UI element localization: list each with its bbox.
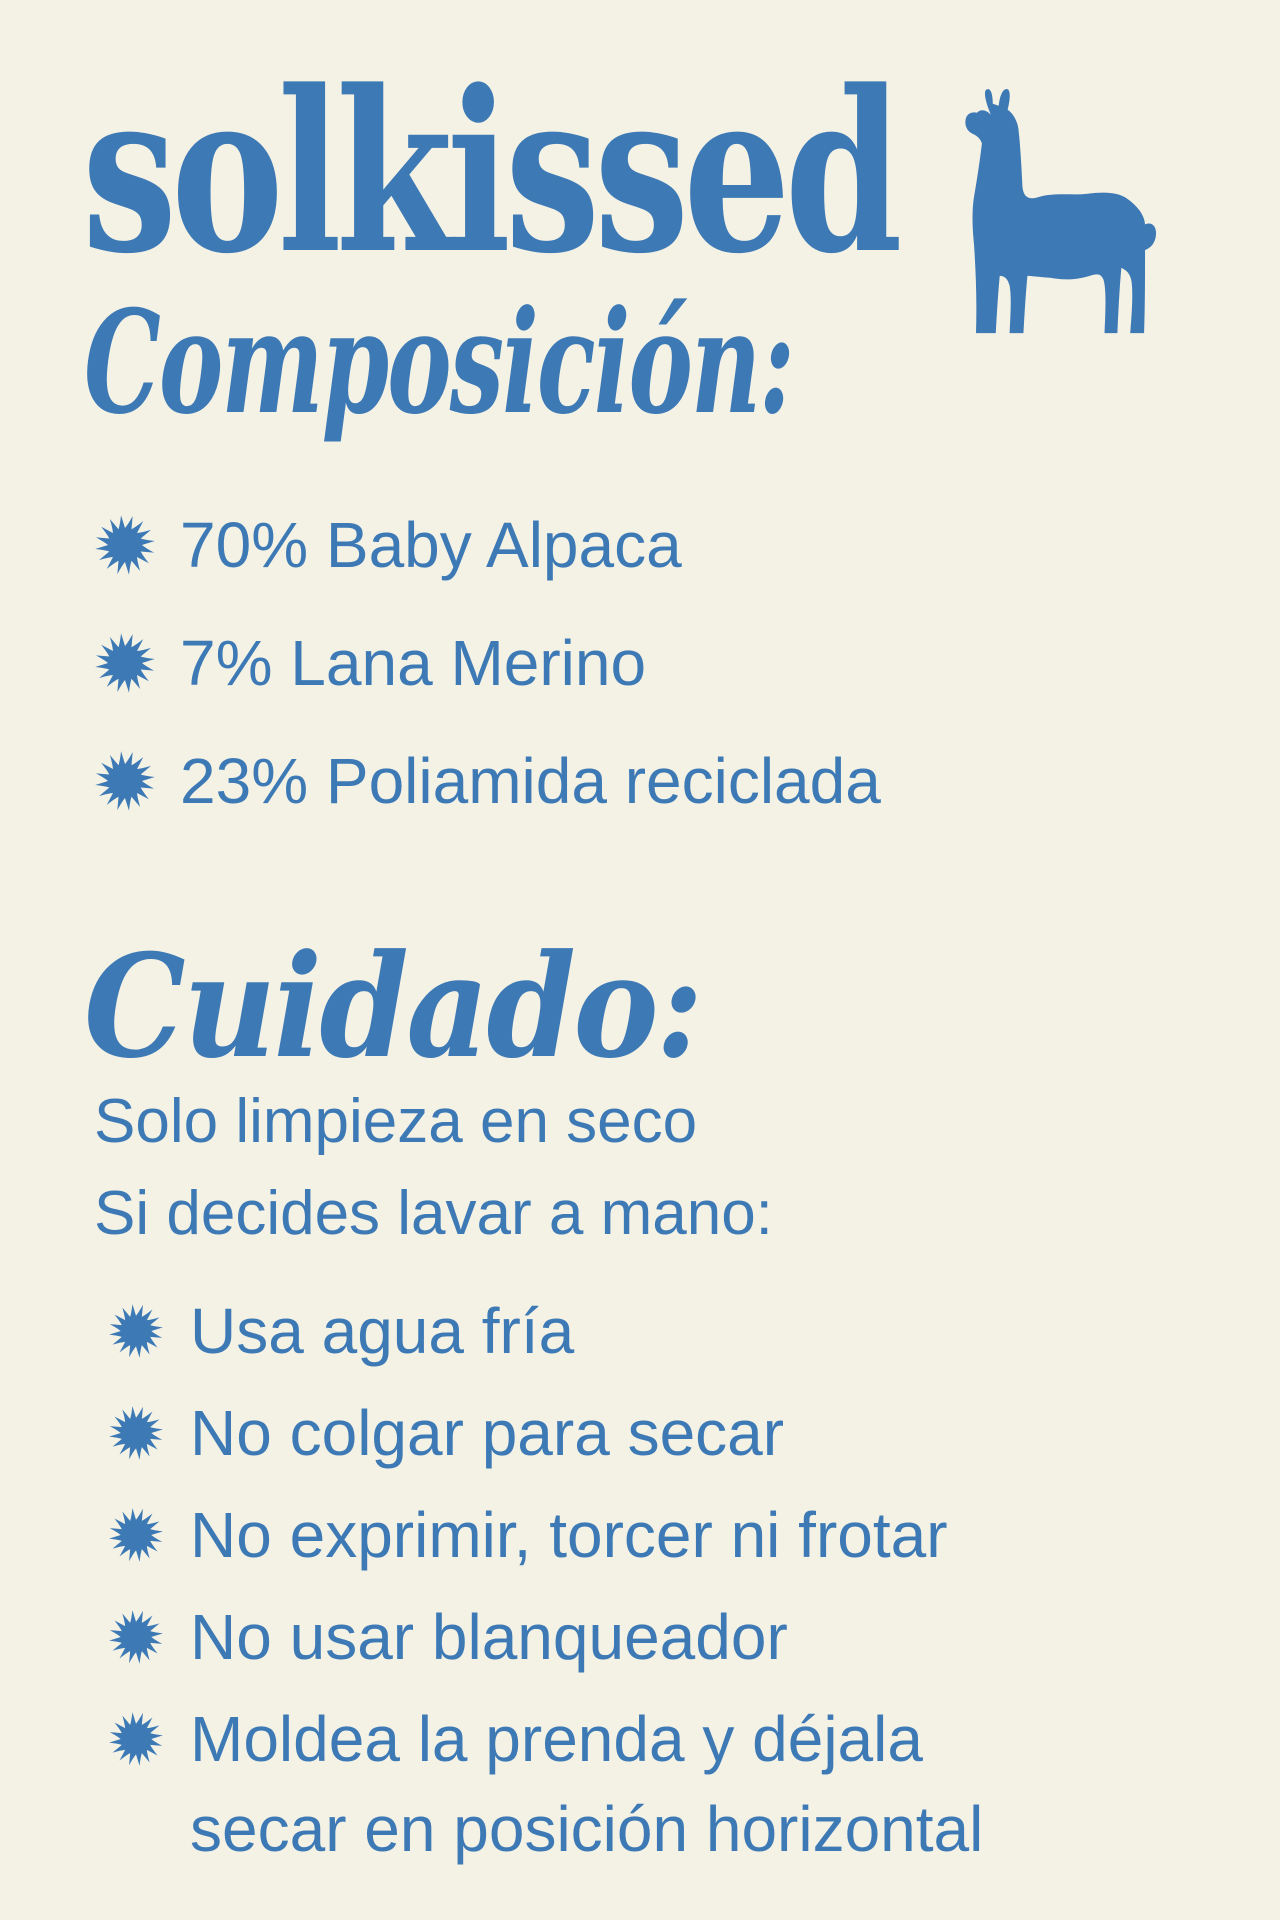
composition-heading: Composición: [84,280,795,446]
care-list: Usa agua fría No colgar para secar No ex… [108,1286,1000,1886]
composition-item: 7% Lana Merino [94,614,881,713]
sun-icon [109,1304,163,1358]
sun-icon [95,515,155,575]
care-heading: Cuidado: [84,924,703,1090]
care-item: No exprimir, torcer ni frotar [108,1490,1000,1580]
sun-icon [95,633,155,693]
brand-logo: solkissed [82,43,903,303]
care-item-label: No usar blanqueador [190,1601,788,1673]
care-intro-line: Solo limpieza en seco [94,1087,698,1156]
composition-item: 23% Poliamida reciclada [94,732,881,831]
sun-icon [109,1406,163,1460]
composition-item-label: 23% Poliamida reciclada [180,745,881,817]
care-item-label: No exprimir, torcer ni frotar [190,1499,948,1571]
care-item-label: Moldea la prenda y déjala secar en posic… [190,1703,984,1865]
care-item: No colgar para secar [108,1388,1000,1478]
care-item: No usar blanqueador [108,1592,1000,1682]
sun-icon [109,1610,163,1664]
sun-icon [95,751,155,811]
care-item-label: Usa agua fría [190,1295,575,1367]
care-item: Usa agua fría [108,1286,1000,1376]
care-item-label: No colgar para secar [190,1397,785,1469]
composition-item: 70% Baby Alpaca [94,496,881,595]
composition-list: 70% Baby Alpaca 7% Lana Merino 23% Polia… [94,496,881,850]
composition-item-label: 7% Lana Merino [180,627,647,699]
care-intro: Solo limpieza en seco Si decides lavar a… [94,1076,773,1260]
sun-icon [109,1508,163,1562]
care-item: Moldea la prenda y déjala secar en posic… [108,1694,1000,1874]
care-intro-line: Si decides lavar a mano: [94,1179,773,1248]
sun-icon [109,1712,163,1766]
llama-icon [965,88,1157,334]
composition-item-label: 70% Baby Alpaca [180,509,682,581]
